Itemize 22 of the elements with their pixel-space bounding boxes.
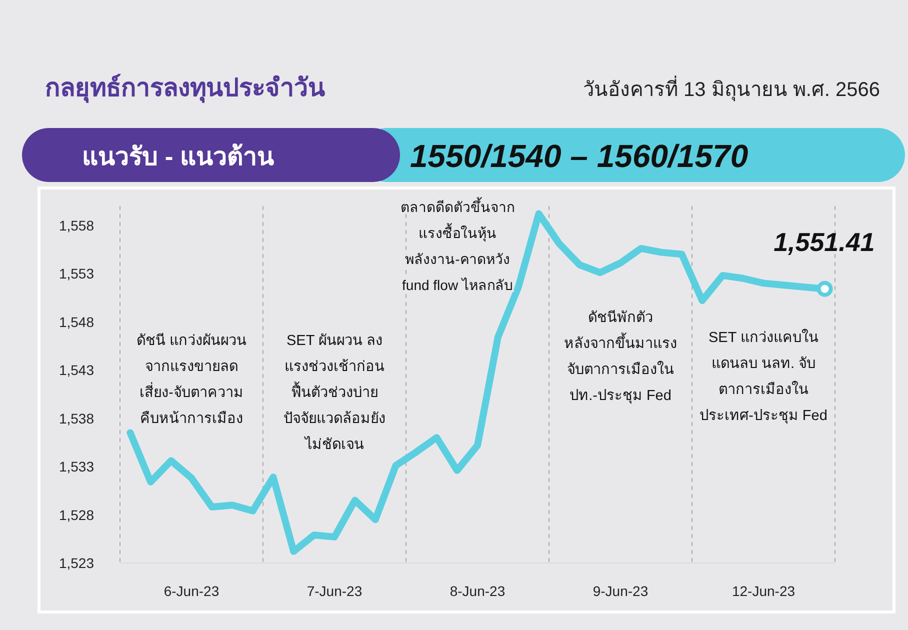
value-label: 1,551.41 xyxy=(774,226,875,257)
y-tick: 1,548 xyxy=(58,314,94,330)
annotation: 1550/1540 – 1560/1570 xyxy=(410,138,748,174)
annotation: แนวรับ - แนวต้าน xyxy=(82,143,274,171)
annotation: SET ผันผวน ลง แรงช่วงเช้าก่อน ฟื้นตัวช่วงบ่าย ปัจจัยแวดล้อมยัง ไม่ชัดเจน xyxy=(284,333,386,453)
annotation: SET แกว่งแคบใน แดนลบ นลท. จับ ตาการเมืองใน ประเทศ-ประชุม Fed xyxy=(700,330,828,424)
y-tick: 1,558 xyxy=(58,217,94,234)
annotation: ดัชนีพักตัว หลังจากขึ้นมาแรง จับตาการเมืองใน ปท.-ประชุม Fed xyxy=(564,310,677,404)
x-tick: 8-Jun-23 xyxy=(450,583,506,599)
y-tick: 1,528 xyxy=(58,506,94,523)
annotation: ดัชนี แกว่งผันผวน จากแรงขายลด เสี่ยง-จับตาความ คืบหน้าการเมือง xyxy=(136,333,247,427)
title: กลยุทธ์การลงทุนประจำวัน xyxy=(45,74,325,102)
x-tick: 7-Jun-23 xyxy=(306,583,362,599)
y-tick: 1,533 xyxy=(58,458,94,475)
x-tick: 12-Jun-23 xyxy=(732,583,796,599)
x-tick: 6-Jun-23 xyxy=(164,583,220,599)
y-tick: 1,543 xyxy=(58,362,94,378)
y-tick: 1,553 xyxy=(58,266,94,282)
y-tick: 1,523 xyxy=(58,555,94,571)
y-tick: 1,538 xyxy=(58,410,94,426)
annotation: ตลาดดีดตัวขึ้นจาก แรงซื้อในหุ้น พลังงาน-คาดหวัง fund flow ไหลกลับ xyxy=(400,199,514,293)
x-tick: 9-Jun-23 xyxy=(592,583,648,599)
